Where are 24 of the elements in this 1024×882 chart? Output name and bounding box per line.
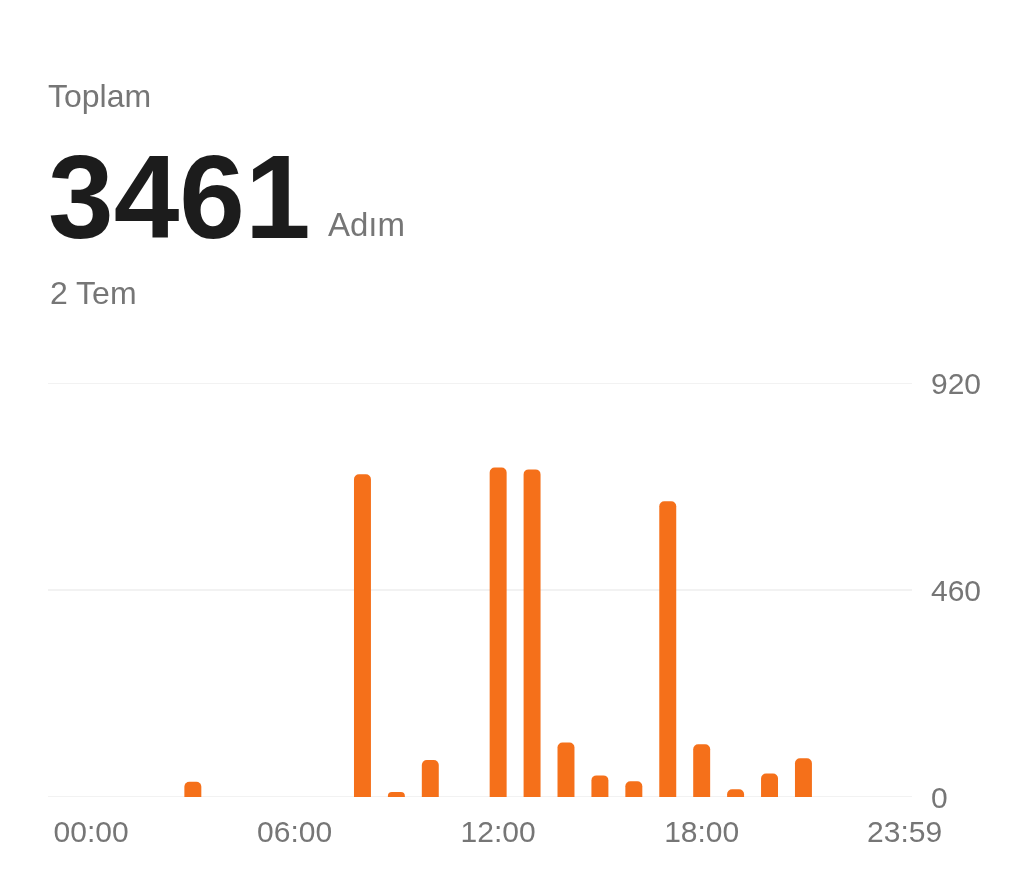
text: Adım (328, 206, 406, 243)
bar (693, 744, 711, 797)
y-tick-label: 0 (931, 780, 948, 814)
bar (353, 474, 371, 797)
bar (761, 773, 779, 797)
y-tick-label: 460 (931, 573, 982, 607)
y-tick-label: 920 (931, 366, 982, 400)
x-tick-label: 06:00 (257, 815, 333, 848)
bar (557, 742, 575, 797)
chart-title: Toplam (48, 78, 152, 115)
bar (523, 469, 541, 797)
chart-subtitle: 2 Tem (50, 275, 137, 311)
x-tick-label: 18:00 (664, 815, 740, 848)
bar (489, 467, 507, 797)
x-tick-label: 23:59 (867, 815, 943, 848)
bar (659, 501, 677, 797)
bar (184, 781, 202, 797)
x-tick-label: 00:00 (53, 815, 129, 848)
text: 3461 (48, 131, 311, 263)
x-tick-label: 12:00 (460, 815, 536, 848)
bar (625, 781, 643, 797)
bar (421, 760, 439, 797)
bar (794, 758, 812, 797)
bar (591, 775, 609, 797)
